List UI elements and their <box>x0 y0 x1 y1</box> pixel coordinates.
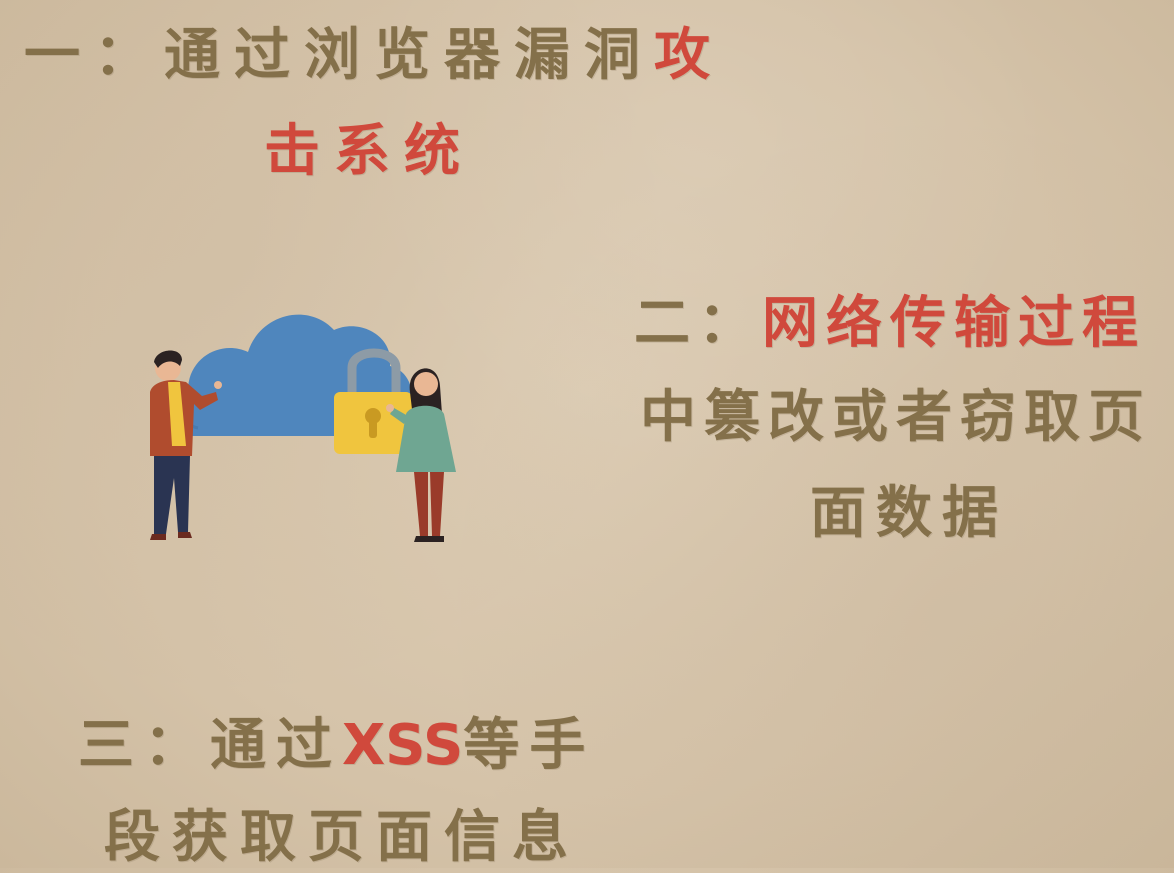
point1-prefix: 一：通过浏览器漏洞 <box>24 22 654 88</box>
point2-line1: 二：网络传输过程 <box>634 278 1146 359</box>
woman-figure <box>386 368 456 542</box>
point1-line1: 一：通过浏览器漏洞攻 <box>24 10 724 91</box>
point3-line1: 三：通过XSS等手 <box>78 700 595 781</box>
point3-line2: 段获取页面信息 <box>104 804 580 870</box>
point2-line2: 中篡改或者窃取页 <box>640 384 1152 450</box>
point3-highlight: XSS <box>342 713 464 778</box>
man-figure <box>150 350 222 540</box>
point2-line3: 面数据 <box>810 480 1008 546</box>
cloud-lock-people-illustration <box>150 314 456 542</box>
point2-prefix: 二： <box>634 290 762 356</box>
point3-prefix: 三：通过 <box>78 712 342 778</box>
point1-highlight-a: 攻 <box>654 22 724 88</box>
point2-highlight: 网络传输过程 <box>762 290 1146 356</box>
point3-suffix: 等手 <box>463 712 596 778</box>
point1-line2: 击系统 <box>264 118 474 184</box>
